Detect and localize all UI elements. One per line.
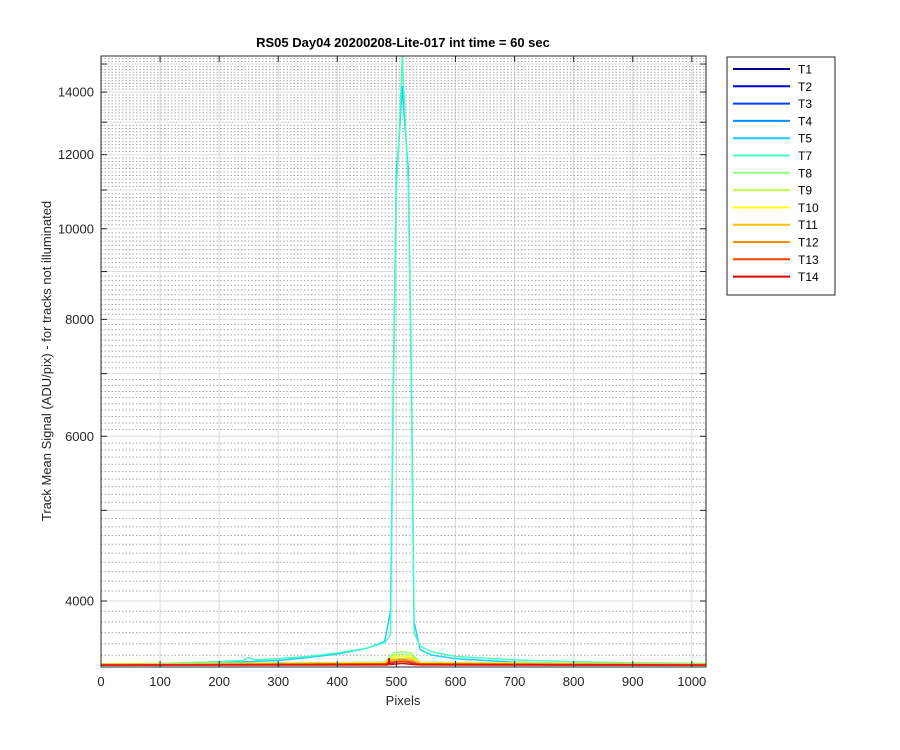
y-tick-label: 6000 [65,429,94,444]
series-lines [101,56,706,666]
x-tick-label: 200 [208,674,230,689]
legend: T1 T2 T3 T4 T5 T7 T8 T9 T10 T11 T12 T13 T14 [726,56,836,296]
legend-label-t12: T12 [798,236,819,250]
grid [100,55,706,667]
legend-label-t8: T8 [798,166,812,180]
x-tick-label: 600 [445,674,467,689]
x-tick-label: 800 [563,674,585,689]
legend-label-t13: T13 [798,253,819,267]
chart-title: RS05 Day04 20200208-Lite-017 int time = … [256,35,550,50]
series-line-t13 [101,661,706,666]
legend-label-t3: T3 [798,97,812,111]
y-tick-label: 4000 [65,593,94,608]
series-line-t5 [101,85,706,666]
series-line-t7 [101,56,706,665]
x-axis-label: Pixels [386,693,421,708]
legend-label-t9: T9 [798,184,812,198]
y-tick-label: 14000 [58,85,94,100]
y-axis-label: Track Mean Signal (ADU/pix) - for tracks… [39,201,54,521]
x-tick-label: 300 [267,674,289,689]
axis-ticks: 0 100 200 300 400 500 600 700 800 900 1000 4000 6000… [58,56,706,689]
legend-label-t10: T10 [798,201,819,215]
x-tick-label: 100 [149,674,171,689]
x-tick-label: 900 [622,674,644,689]
x-tick-label: 700 [504,674,526,689]
legend-label-t1: T1 [798,63,812,77]
y-tick-label: 8000 [65,312,94,327]
legend-label-t2: T2 [798,80,812,94]
legend-label-t4: T4 [798,114,812,128]
plot-frame [100,55,707,668]
legend-box [726,56,836,296]
legend-label-t11: T11 [798,218,818,232]
x-tick-label: 500 [386,674,408,689]
legend-label-t14: T14 [798,270,819,284]
x-tick-label: 1000 [677,674,706,689]
x-tick-label: 0 [97,674,104,689]
legend-label-t5: T5 [798,132,812,146]
y-tick-label: 12000 [58,147,94,162]
y-tick-label: 10000 [58,221,94,236]
x-tick-label: 400 [326,674,348,689]
legend-label-t7: T7 [798,149,812,163]
